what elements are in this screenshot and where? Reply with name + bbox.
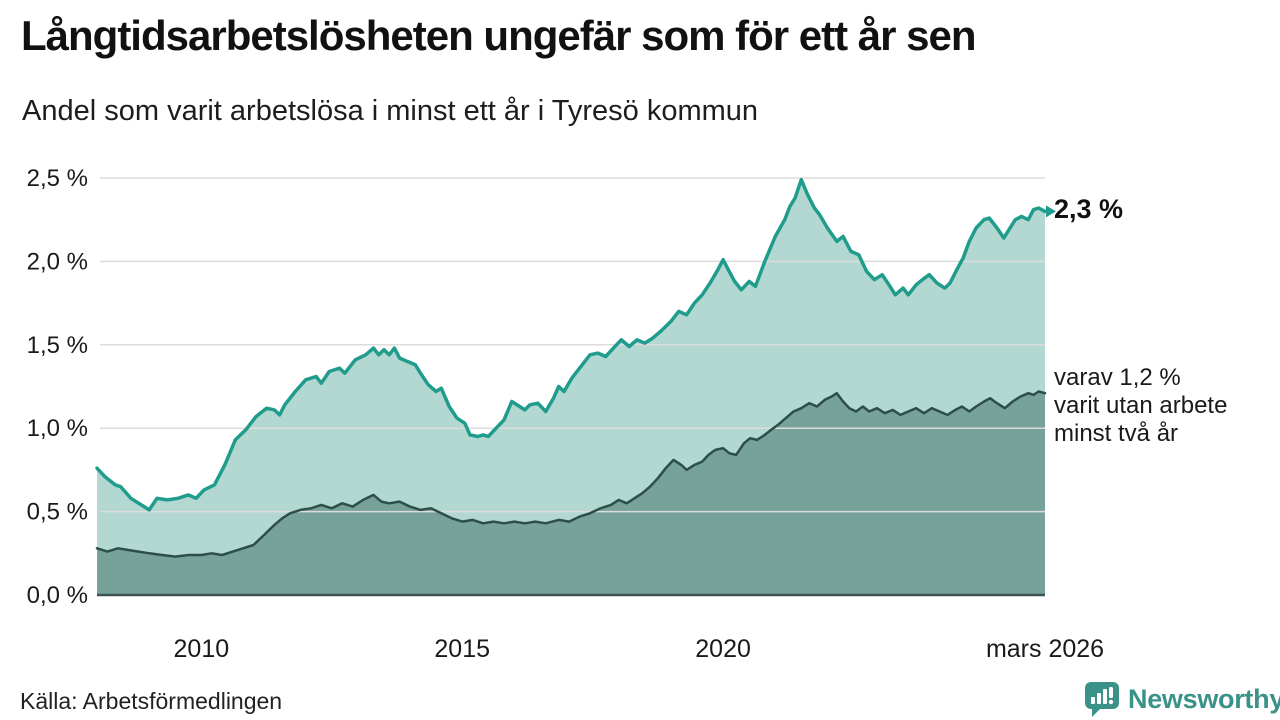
line-minst-tva-ar bbox=[95, 390, 1047, 558]
line-minst-ett-ar bbox=[95, 177, 1047, 512]
line-end-arrow bbox=[1046, 205, 1056, 218]
y-tick-label: 1,5 % bbox=[27, 332, 88, 359]
x-tick-label: 2010 bbox=[174, 635, 230, 663]
x-tick-label: 2020 bbox=[695, 635, 751, 663]
newsworthy-wordmark: Newsworthy bbox=[1128, 684, 1280, 714]
area-minst-tva-ar bbox=[97, 391, 1045, 595]
annotation-latest-total: 2,3 % bbox=[1054, 194, 1124, 224]
y-tick-label: 2,5 % bbox=[27, 165, 88, 192]
y-tick-label: 0,5 % bbox=[27, 499, 88, 526]
newsworthy-icon bbox=[1085, 682, 1119, 717]
x-tick-label: mars 2026 bbox=[986, 635, 1104, 663]
y-tick-label: 1,0 % bbox=[27, 415, 88, 442]
newsworthy-logo: Newsworthy bbox=[1084, 681, 1280, 718]
x-tick-label: 2015 bbox=[434, 635, 490, 663]
source-label: Källa: Arbetsförmedlingen bbox=[20, 688, 283, 714]
y-tick-label: 2,0 % bbox=[27, 248, 88, 275]
chart-title: Långtidsarbetslösheten ungefär som för e… bbox=[21, 12, 977, 59]
unemployment-area-chart: 0,0 % 0,5 % 1,0 % 1,5 % 2,0 % 2,5 % 2010 2015 20… bbox=[27, 165, 1104, 663]
y-tick-label: 0,0 % bbox=[27, 582, 88, 609]
annotation-latest-two-years: varav 1,2 % varit utan arbete minst två … bbox=[1054, 364, 1228, 447]
chart-subtitle: Andel som varit arbetslösa i minst ett å… bbox=[22, 95, 759, 127]
